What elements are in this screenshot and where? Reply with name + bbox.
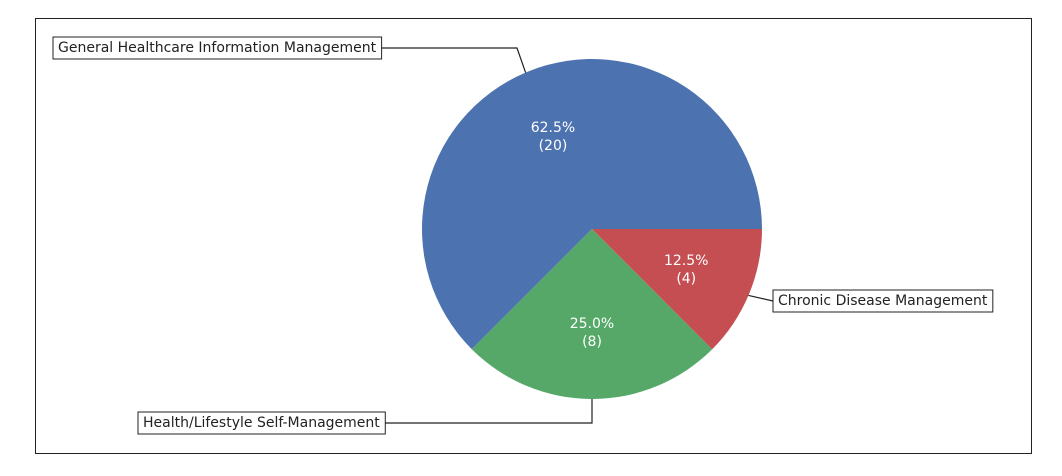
- slice-percent-label: 12.5%: [664, 253, 708, 269]
- slice-callout-text: Health/Lifestyle Self-Management: [143, 415, 380, 431]
- slice-percent-label: 25.0%: [570, 316, 614, 332]
- slice-count-label: (8): [582, 334, 602, 350]
- slice-leader-line: [381, 47, 527, 73]
- leaders-layer: [381, 47, 774, 424]
- slice-callout-box: [137, 411, 386, 435]
- slice-count-label: (4): [676, 271, 696, 287]
- labels-layer: 62.5% (20) 25.0% (8) 12.5% (4): [531, 120, 709, 350]
- slice-leader-line: [748, 294, 774, 302]
- slice-callout-box: [772, 289, 994, 313]
- pie-slice-3: [592, 229, 762, 350]
- slice-callout-text: Chronic Disease Management: [778, 293, 988, 309]
- chart-frame: [35, 18, 1032, 454]
- slices-layer: [422, 59, 762, 399]
- pie-slice-1: [422, 59, 762, 350]
- slice-callout-box: [52, 36, 383, 60]
- slice-leader-line: [385, 399, 593, 424]
- pie-slice-2: [471, 229, 713, 399]
- slice-count-label: (20): [539, 138, 568, 154]
- slice-percent-label: 62.5%: [531, 120, 575, 136]
- callouts-layer: General Healthcare Information Managemen…: [52, 36, 994, 435]
- slice-callout-text: General Healthcare Information Managemen…: [58, 40, 377, 56]
